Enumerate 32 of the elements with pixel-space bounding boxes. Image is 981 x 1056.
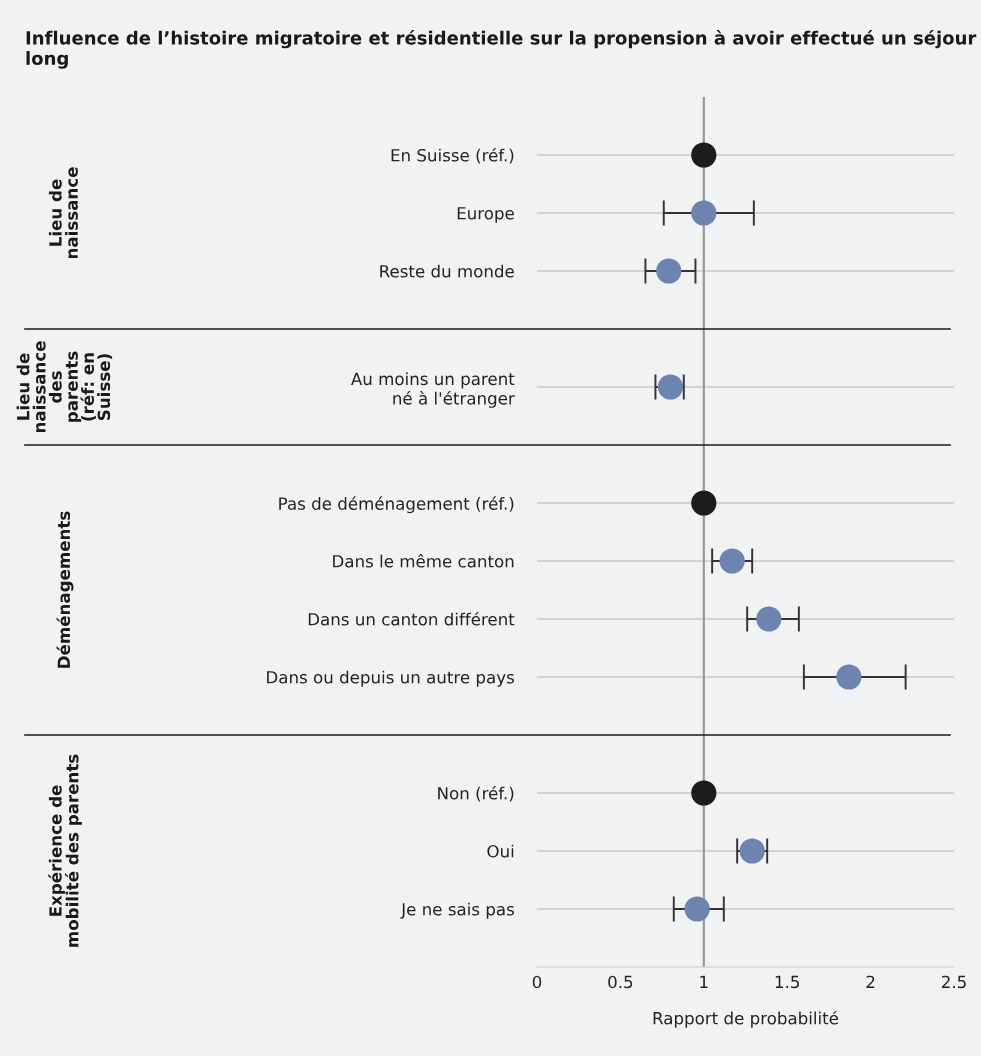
chart-title: Influence de l’histoire migratoire et résidentielle sur la propension à avoir effectué un séjour long: [26, 30, 977, 69]
point: [691, 490, 717, 516]
y-tick-label: Reste du monde: [380, 264, 514, 278]
point: [836, 664, 862, 690]
point: [691, 200, 717, 226]
point: [691, 780, 717, 806]
x-tick-label: 1.5: [775, 975, 799, 989]
y-tick-label: Dans ou depuis un autre pays: [267, 670, 514, 687]
x-tick-label: 2.5: [941, 975, 966, 989]
point: [719, 548, 745, 574]
y-tick-label: Europe: [457, 207, 514, 223]
x-tick-label: 0.5: [608, 975, 633, 989]
point: [656, 258, 682, 284]
text: Lieu de naissance des parents (réf: en Suisse): [16, 341, 113, 433]
y-tick-label: En Suisse (réf.): [391, 148, 514, 164]
point: [691, 142, 717, 168]
text: Déménagements: [56, 511, 74, 668]
text: Lieu de naissance: [48, 167, 78, 259]
point: [684, 896, 710, 922]
x-tick-label: 1: [700, 975, 708, 988]
y-tick-label: Je ne sais pas: [400, 902, 514, 919]
text: Expérience de mobilité des parents: [48, 754, 82, 947]
x-axis-title: Rapport de probabilité: [653, 1010, 839, 1028]
y-tick-label: Dans un canton différent: [308, 612, 515, 626]
y-tick-label: Oui: [487, 844, 514, 858]
y-tick-label: Non (réf.): [438, 786, 514, 802]
y-tick-label: Pas de déménagement (réf.): [279, 496, 514, 514]
point: [756, 606, 782, 632]
x-tick-label: 0: [532, 975, 542, 989]
y-tick-label: Dans le même canton: [333, 554, 514, 568]
y-tick-label: Au moins un parent né à l'étranger: [351, 372, 515, 408]
x-tick-label: 2: [866, 975, 875, 988]
